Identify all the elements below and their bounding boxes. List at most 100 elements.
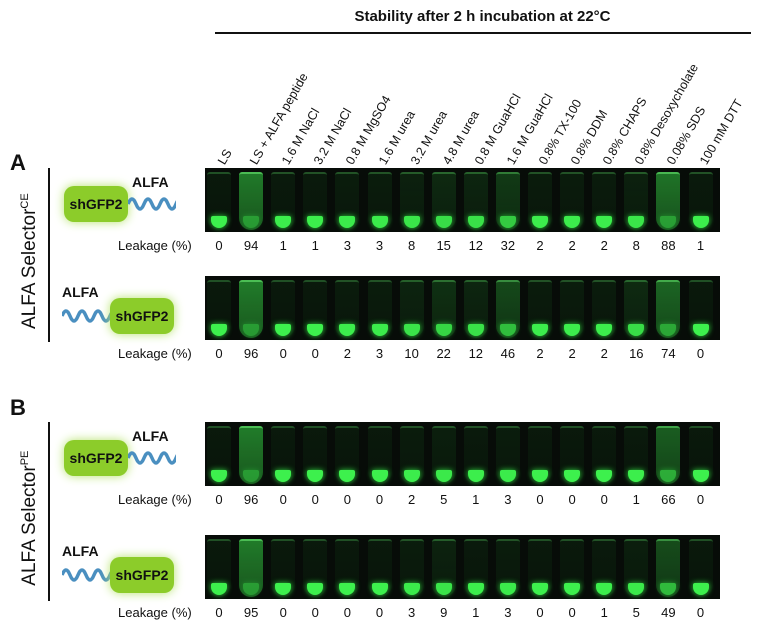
leakage-value: 2 — [407, 492, 416, 507]
tube — [463, 539, 488, 597]
shgfp2-domain: shGFP2 — [110, 557, 174, 593]
leakage-value: 0 — [568, 492, 576, 507]
leakage-value: 3 — [375, 346, 384, 361]
leakage-value: 9 — [440, 605, 448, 620]
fluorescent-pellet — [371, 324, 388, 336]
leakage-value: 2 — [568, 238, 576, 253]
tube — [624, 172, 649, 230]
tube — [431, 539, 456, 597]
tube — [303, 539, 328, 597]
leakage-value: 3 — [343, 238, 351, 253]
tube — [688, 172, 713, 230]
tube — [495, 172, 520, 230]
alfa-tag-label: ALFA — [62, 543, 99, 559]
fluorescent-pellet — [339, 324, 356, 336]
fluorescent-pellet — [628, 216, 645, 228]
leakage-value: 2 — [343, 346, 351, 361]
leakage-label: Leakage (%) — [118, 492, 192, 507]
leakage-value: 0 — [215, 238, 223, 253]
leakage-row: Leakage (%) 0 96 0 0 2 3 10 22 12 46 2 2 2 16 74 0 — [0, 346, 768, 362]
tube — [495, 426, 520, 484]
fluorescent-pellet — [307, 470, 324, 482]
leakage-value: 0 — [311, 492, 319, 507]
tube — [688, 280, 713, 338]
fluorescent-pellet — [628, 324, 645, 336]
tube — [335, 172, 360, 230]
leakage-value: 12 — [468, 346, 484, 361]
leakage-value: 94 — [243, 238, 259, 253]
leakage-value: 5 — [440, 492, 448, 507]
tube — [656, 172, 681, 230]
tube — [207, 172, 231, 230]
linker-helix-icon — [60, 568, 144, 582]
selector-label: ALFA SelectorCE — [19, 151, 41, 371]
tube — [528, 539, 552, 597]
fluorescent-pellet — [596, 470, 613, 482]
fluorescent-pellet — [307, 324, 324, 336]
tube — [271, 172, 296, 230]
leakage-value: 22 — [436, 346, 451, 361]
tube — [560, 539, 585, 597]
tube — [399, 539, 424, 597]
construct-diagram: ALFA shGFP2 — [58, 278, 198, 338]
tube — [207, 426, 231, 484]
leakage-value: 0 — [600, 492, 608, 507]
leakage-value: 0 — [215, 492, 223, 507]
tube — [239, 426, 264, 484]
tube — [271, 539, 296, 597]
tube — [207, 280, 231, 338]
fluorescent-pellet — [532, 583, 548, 595]
leakage-value: 1 — [632, 492, 640, 507]
linker-helix-icon — [126, 197, 210, 211]
tube — [592, 426, 617, 484]
leakage-value: 32 — [500, 238, 516, 253]
leakage-value: 3 — [375, 238, 384, 253]
fluorescent-pellet — [660, 583, 677, 595]
linker-helix-icon — [126, 451, 210, 465]
construct-diagram: ALFA shGFP2 — [58, 537, 198, 597]
leakage-value: 0 — [696, 605, 705, 620]
leakage-value: 2 — [600, 346, 608, 361]
column-label: LS — [215, 146, 235, 167]
leakage-value: 66 — [661, 492, 676, 507]
leakage-value: 16 — [629, 346, 644, 361]
tube — [688, 426, 713, 484]
leakage-value: 5 — [632, 605, 640, 620]
leakage-value: 8 — [407, 238, 416, 253]
leakage-value: 12 — [468, 238, 484, 253]
fluorescent-pellet — [532, 470, 548, 482]
fluorescent-pellet — [467, 216, 484, 228]
shgfp2-domain: shGFP2 — [110, 298, 174, 334]
fluorescent-pellet — [275, 216, 292, 228]
selector-label: ALFA SelectorPE — [19, 408, 41, 628]
fluorescent-pellet — [403, 324, 420, 336]
fluorescent-pellet — [467, 583, 484, 595]
tube — [335, 426, 360, 484]
leakage-value: 0 — [568, 605, 576, 620]
tube — [528, 426, 552, 484]
fluorescent-pellet — [275, 583, 292, 595]
linker-helix-icon — [60, 309, 144, 323]
group-bracket — [48, 168, 50, 342]
leakage-value: 2 — [600, 238, 608, 253]
fluorescent-pellet — [692, 216, 709, 228]
leakage-value: 0 — [696, 492, 705, 507]
leakage-value: 15 — [436, 238, 451, 253]
tube — [463, 426, 488, 484]
fluorescent-pellet — [596, 324, 613, 336]
leakage-value: 8 — [632, 238, 640, 253]
fluorescent-pellet — [692, 470, 709, 482]
construct-diagram: shGFP2 ALFA — [58, 170, 210, 230]
leakage-value: 2 — [568, 346, 576, 361]
fluorescent-pellet — [307, 583, 324, 595]
fluorescent-pellet — [307, 216, 324, 228]
shgfp2-domain: shGFP2 — [64, 440, 128, 476]
tube — [303, 426, 328, 484]
tube — [431, 426, 456, 484]
alfa-tag-label: ALFA — [62, 284, 99, 300]
tube — [271, 280, 296, 338]
leakage-value: 0 — [375, 605, 384, 620]
fluorescent-pellet — [435, 324, 452, 336]
tube — [688, 539, 713, 597]
